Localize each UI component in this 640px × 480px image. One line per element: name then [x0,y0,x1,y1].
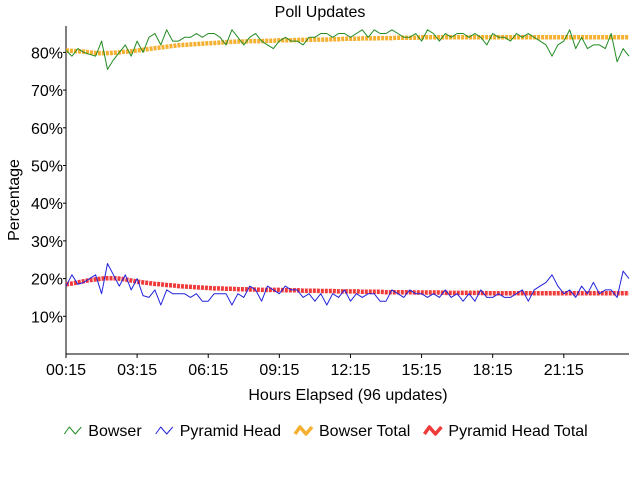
y-tick-label: 80% [31,45,63,62]
legend-label: Pyramid Head [180,423,281,440]
series-line-bowser-total [65,35,629,56]
x-tick-label: 12:15 [330,362,370,379]
legend-swatch [155,426,174,435]
x-tick-label: 00:15 [46,362,86,379]
legend-label: Pyramid Head Total [448,423,587,440]
x-tick-label: 15:15 [402,362,442,379]
y-tick-label: 60% [31,121,63,138]
legend-item: Bowser [63,423,142,440]
legend-swatch [63,426,82,435]
series-line-bowser [65,29,630,70]
y-tick-label: 70% [31,83,63,100]
series-layer [65,29,630,306]
legend-label: Bowser [88,423,142,440]
x-tick-label: 03:15 [117,362,157,379]
x-tick-label: 06:15 [188,362,228,379]
legend-item: Pyramid Head Total [422,423,588,440]
legend: Bowser Pyramid Head Bowser Total Pyramid He… [63,423,588,440]
series-line-pyramid-head [65,263,630,306]
y-tick-label: 10% [31,309,63,326]
axes: 10% 20% 30% 40% 50% 60% 70% 80% 00:15 03:15 06:15 0… [31,26,629,379]
legend-swatch [293,425,314,436]
y-axis-label: Percentage [6,159,23,241]
x-tick-label: 21:15 [544,362,584,379]
x-axis-label: Hours Elapsed (96 updates) [248,387,447,404]
x-tick-label: 09:15 [259,362,299,379]
chart-title: Poll Updates [275,4,366,21]
legend-swatch [422,425,443,436]
y-tick-label: 30% [31,234,63,251]
legend-item: Bowser Total [293,423,410,440]
x-tick-label: 18:15 [473,362,513,379]
y-tick-label: 50% [31,158,63,175]
legend-item: Pyramid Head [155,423,281,440]
series-line-pyramid-head-total [65,275,629,296]
y-tick-label: 20% [31,272,63,289]
legend-label: Bowser Total [319,423,410,440]
y-tick-label: 40% [31,196,63,213]
